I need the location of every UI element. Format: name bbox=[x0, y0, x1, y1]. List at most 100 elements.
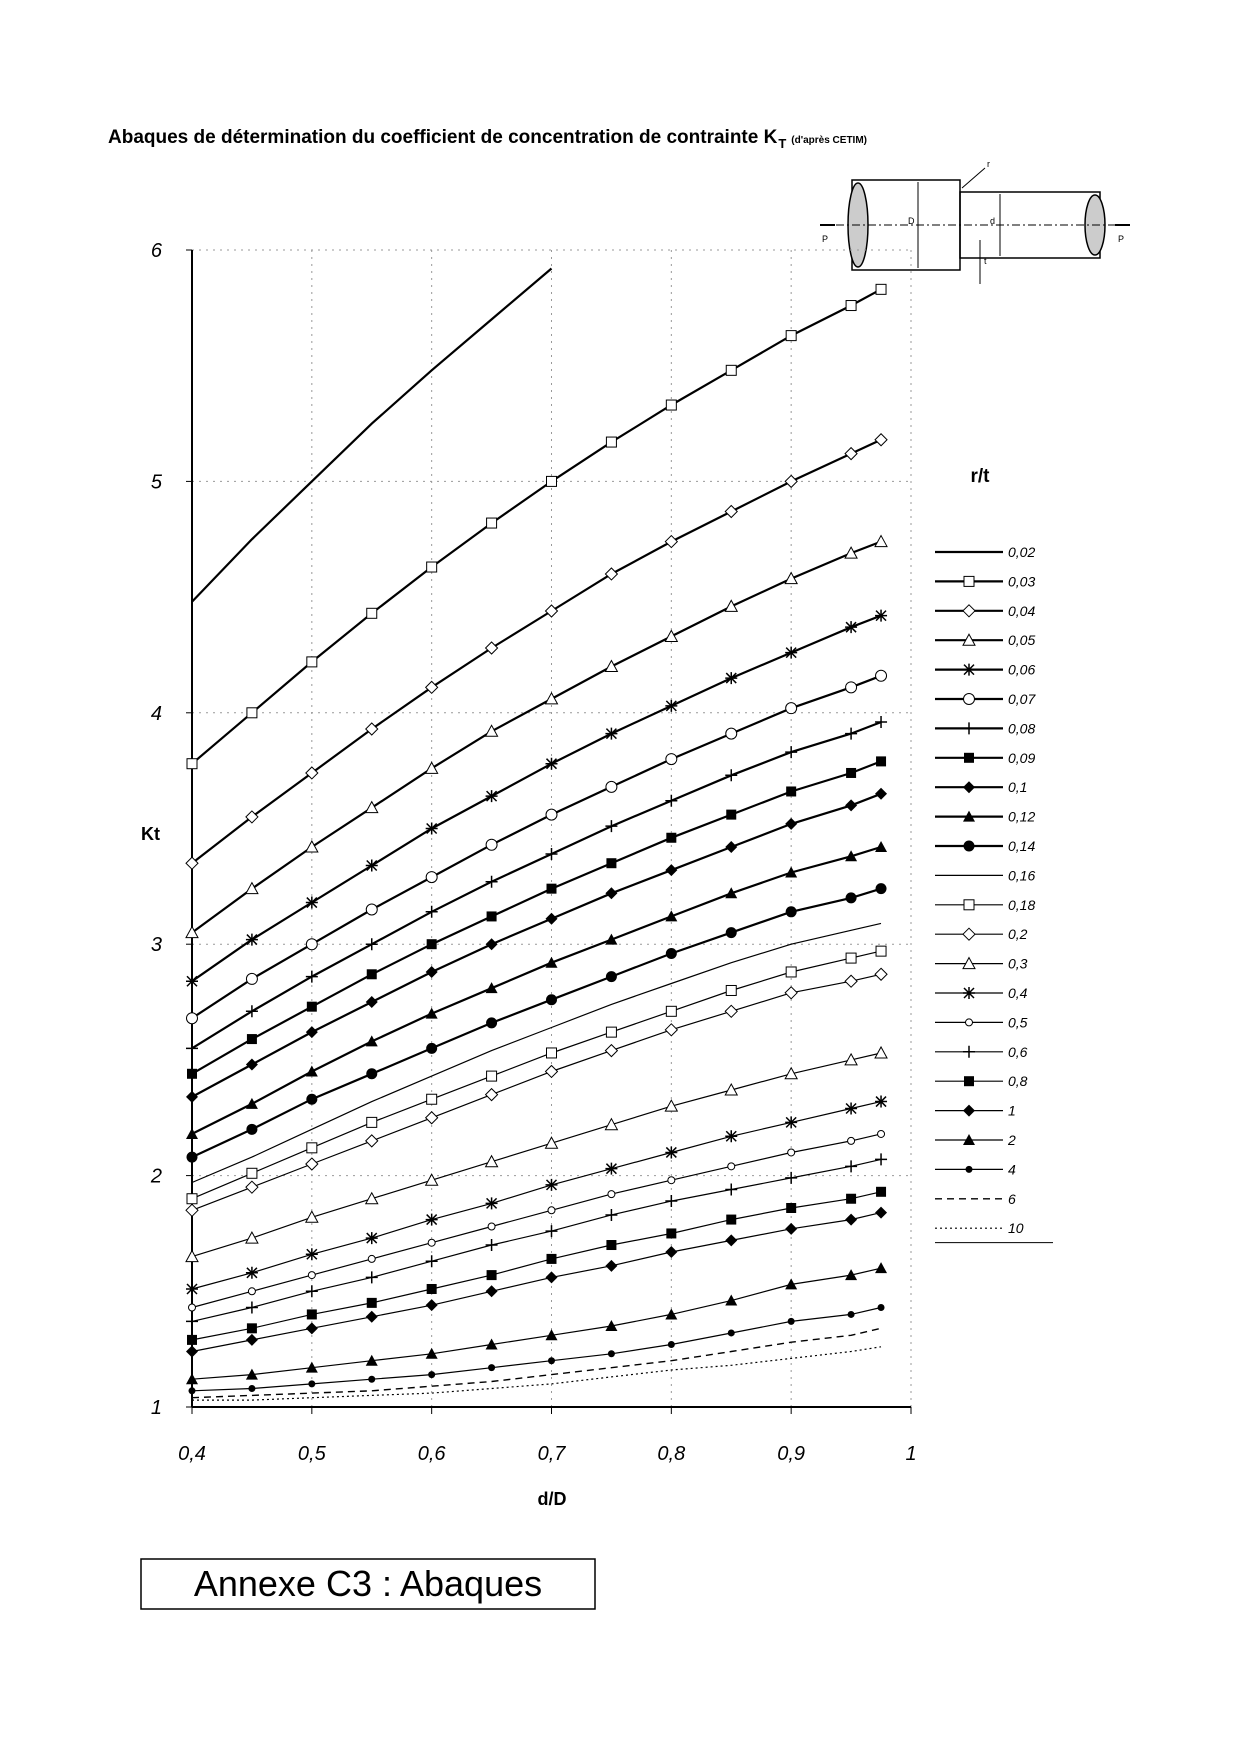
marker bbox=[963, 1045, 975, 1058]
marker bbox=[425, 905, 438, 918]
marker bbox=[188, 1387, 196, 1395]
marker bbox=[365, 1310, 378, 1323]
marker bbox=[186, 1345, 198, 1358]
legend-item: 1 bbox=[935, 1103, 1016, 1119]
legend-label: 0,12 bbox=[1008, 809, 1035, 825]
marker bbox=[546, 475, 557, 487]
legend-label: 2 bbox=[1007, 1132, 1016, 1148]
marker bbox=[548, 1357, 555, 1365]
marker bbox=[245, 1180, 259, 1194]
marker bbox=[186, 1012, 198, 1025]
marker bbox=[725, 1183, 738, 1196]
marker bbox=[306, 656, 318, 668]
title-subscript: T bbox=[778, 136, 786, 151]
marker bbox=[665, 1005, 677, 1017]
marker bbox=[425, 965, 438, 978]
marker bbox=[484, 1154, 499, 1168]
marker bbox=[785, 746, 798, 759]
marker bbox=[425, 1007, 438, 1019]
inset-label: r bbox=[987, 159, 990, 169]
marker bbox=[486, 911, 497, 922]
legend-label: 0,3 bbox=[1008, 956, 1028, 972]
marker bbox=[486, 1070, 498, 1082]
legend-item: 0,08 bbox=[935, 720, 1035, 736]
marker bbox=[424, 761, 439, 774]
marker bbox=[664, 1099, 679, 1112]
marker bbox=[845, 892, 857, 904]
marker bbox=[962, 927, 976, 941]
marker bbox=[725, 1294, 738, 1306]
marker bbox=[305, 1157, 319, 1171]
marker bbox=[365, 1271, 378, 1284]
marker bbox=[725, 984, 737, 996]
series-line bbox=[191, 792, 882, 1098]
marker bbox=[605, 1208, 618, 1221]
marker bbox=[305, 1285, 318, 1298]
marker bbox=[845, 799, 858, 812]
legend-item: 0,02 bbox=[935, 544, 1035, 560]
marker bbox=[725, 769, 738, 782]
marker bbox=[845, 621, 858, 634]
legend-label: 6 bbox=[1008, 1191, 1016, 1207]
marker bbox=[605, 820, 618, 833]
marker bbox=[307, 1271, 316, 1280]
marker bbox=[725, 364, 737, 376]
marker bbox=[364, 1191, 379, 1205]
marker bbox=[484, 1087, 499, 1102]
marker bbox=[847, 1136, 856, 1145]
marker bbox=[963, 987, 975, 999]
marker bbox=[428, 1371, 436, 1379]
marker bbox=[726, 809, 737, 820]
legend-label: 0,06 bbox=[1008, 662, 1035, 678]
marker bbox=[665, 699, 678, 712]
marker bbox=[484, 641, 499, 655]
marker bbox=[185, 1249, 199, 1263]
marker bbox=[875, 945, 887, 957]
marker bbox=[305, 970, 318, 983]
legend-item: 0,18 bbox=[935, 897, 1035, 913]
marker bbox=[546, 883, 557, 894]
marker bbox=[185, 925, 199, 939]
marker bbox=[665, 794, 678, 807]
legend-item: 0,4 bbox=[935, 985, 1028, 1001]
marker bbox=[186, 1315, 198, 1328]
legend-item: 0,03 bbox=[935, 573, 1035, 589]
marker bbox=[366, 969, 377, 980]
marker bbox=[875, 1153, 888, 1166]
marker bbox=[365, 1354, 378, 1366]
marker bbox=[785, 817, 798, 830]
marker bbox=[245, 1005, 258, 1018]
marker bbox=[306, 1093, 318, 1105]
x-tick-label: 0,7 bbox=[538, 1443, 567, 1465]
legend-label: 4 bbox=[1008, 1161, 1016, 1177]
marker bbox=[724, 1082, 739, 1096]
y-tick-label: 6 bbox=[151, 240, 163, 262]
legend-item: 0,09 bbox=[935, 750, 1035, 766]
marker bbox=[665, 910, 678, 922]
legend-item: 0,3 bbox=[935, 956, 1028, 972]
marker bbox=[876, 756, 887, 767]
series-line bbox=[191, 1327, 882, 1399]
marker bbox=[846, 1193, 857, 1204]
marker bbox=[544, 604, 559, 618]
marker bbox=[845, 1269, 858, 1281]
marker bbox=[875, 787, 888, 800]
marker bbox=[785, 866, 798, 878]
marker bbox=[424, 680, 439, 695]
marker bbox=[785, 330, 797, 342]
marker bbox=[786, 1202, 797, 1213]
legend-item: 0,1 bbox=[935, 779, 1027, 795]
marker bbox=[247, 1287, 256, 1296]
marker bbox=[245, 933, 258, 946]
marker bbox=[605, 727, 618, 740]
marker bbox=[963, 575, 975, 587]
marker bbox=[605, 933, 618, 945]
marker bbox=[245, 1231, 259, 1244]
marker bbox=[545, 1178, 558, 1191]
marker bbox=[962, 604, 976, 618]
marker bbox=[845, 300, 857, 312]
marker bbox=[485, 1338, 498, 1350]
marker bbox=[875, 883, 887, 895]
legend-label: 0,4 bbox=[1008, 985, 1028, 1001]
marker bbox=[787, 1317, 795, 1325]
